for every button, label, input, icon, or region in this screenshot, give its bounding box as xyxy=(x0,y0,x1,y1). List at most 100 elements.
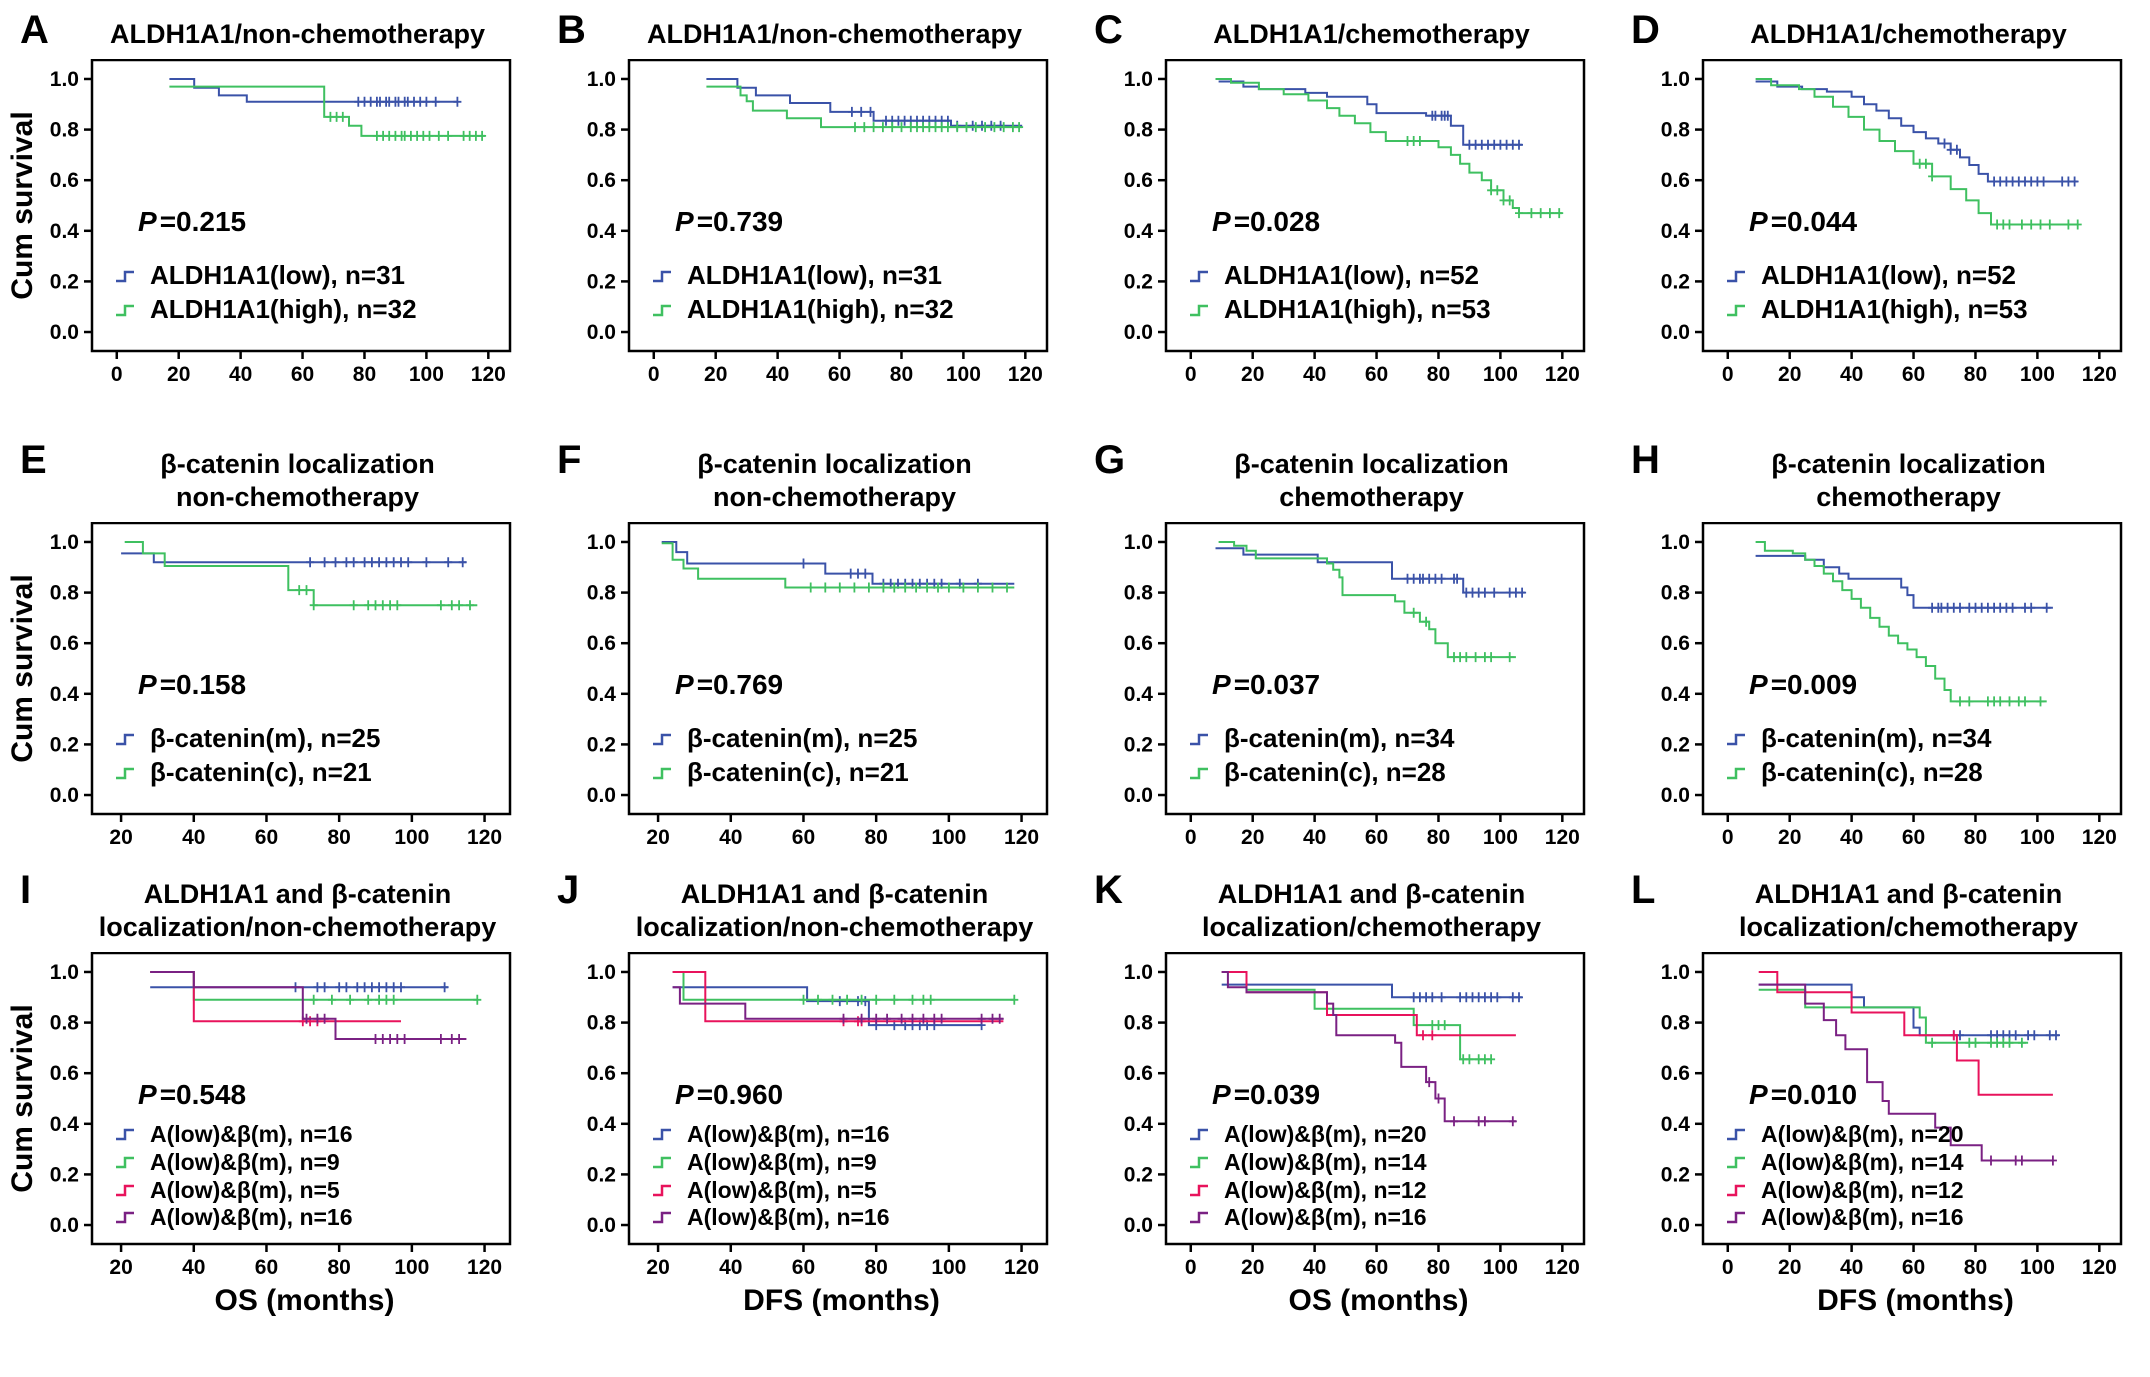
panel-title: ALDH1A1 and β-catenin localization/non-ch… xyxy=(0,878,537,944)
y-tick-label: 1.0 xyxy=(1124,68,1153,91)
censor-mark xyxy=(320,557,329,568)
x-tick-label: 0 xyxy=(111,363,123,386)
y-tick-label: 0.4 xyxy=(1661,220,1691,243)
censor-mark xyxy=(425,130,434,141)
survival-curve-A-high-B-m xyxy=(1758,970,2053,1096)
legend-label: A(low)&β(m), n=5 xyxy=(687,1177,877,1203)
km-plot-D: 1.0 0.8 0.6 0.4 0.2 0.0 0 20 40 60 80 100 120 P =0.044… xyxy=(1661,58,2123,386)
km-plot-C: 1.0 0.8 0.6 0.4 0.2 0.0 0 20 40 60 80 100 120 P =0.028… xyxy=(1124,58,1586,386)
panel-title-line: β-catenin localization xyxy=(160,449,435,479)
censor-mark xyxy=(872,994,881,1005)
y-axis-title: Cum survival xyxy=(6,1004,39,1192)
censor-mark xyxy=(872,1013,881,1024)
censor-mark xyxy=(434,130,443,141)
legend-swatch-purple xyxy=(116,1211,134,1224)
plot-frame xyxy=(90,951,512,1246)
y-tick-label: 0.8 xyxy=(1124,581,1154,604)
y-tick-label: 1.0 xyxy=(1661,531,1690,554)
censor-mark xyxy=(1487,1054,1496,1065)
censor-mark xyxy=(309,600,318,611)
censor-mark xyxy=(1515,992,1523,1003)
censor-mark xyxy=(342,982,351,993)
censor-mark xyxy=(1518,587,1527,598)
legend-swatch-green xyxy=(1190,767,1208,780)
censor-mark xyxy=(431,96,440,107)
x-tick-label: 100 xyxy=(931,826,966,849)
censor-mark xyxy=(2052,1030,2060,1041)
censor-mark xyxy=(1508,1116,1517,1127)
x-tick-label: 60 xyxy=(1902,363,1925,386)
x-tick-label: 40 xyxy=(719,826,742,849)
y-tick-label: 0.0 xyxy=(1124,1214,1153,1237)
panel-title-line: non-chemotherapy xyxy=(175,481,420,512)
censor-mark xyxy=(850,582,859,593)
legend-label: A(low)&β(m), n=20 xyxy=(1761,1121,1964,1147)
plot-frame xyxy=(90,58,512,353)
x-tick-label: 100 xyxy=(2020,363,2055,386)
censor-mark xyxy=(1493,992,1502,1003)
panel-letter: D xyxy=(1631,8,1660,52)
legend-label: A(low)&β(m), n=5 xyxy=(150,1177,340,1203)
panel-title-line: chemotherapy xyxy=(1816,481,2001,512)
censor-mark xyxy=(953,122,962,133)
survival-curve-ALDH1A1-high xyxy=(706,85,1023,129)
x-tick-label: 100 xyxy=(1483,363,1518,386)
plot-frame xyxy=(627,58,1049,353)
censor-mark xyxy=(926,994,935,1005)
censor-mark xyxy=(1437,992,1446,1003)
survival-curve-A-high-B-c xyxy=(150,970,467,1040)
panel-title: ALDH1A1/non-chemotherapy xyxy=(537,18,1074,51)
legend-swatch-purple xyxy=(653,1211,671,1224)
survival-curve-ALDH1A1-high xyxy=(169,85,486,137)
legend-swatch-blue xyxy=(653,1128,671,1141)
x-tick-label: 100 xyxy=(931,1256,966,1279)
censor-mark xyxy=(1440,1019,1449,1030)
legend-swatch-crimson xyxy=(1727,1184,1745,1197)
x-tick-label: 40 xyxy=(1303,1256,1326,1279)
x-tick-label: 120 xyxy=(1545,363,1580,386)
censor-mark xyxy=(2073,219,2082,230)
censor-mark xyxy=(799,994,808,1005)
censor-mark xyxy=(309,994,318,1005)
p-value: P =0.039 xyxy=(1212,1079,1320,1110)
censor-mark xyxy=(1462,651,1471,662)
legend-label: A(low)&β(m), n=12 xyxy=(1761,1177,1964,1203)
legend-label: A(low)&β(m), n=20 xyxy=(1224,1121,1427,1147)
x-tick-label: 80 xyxy=(890,363,913,386)
x-tick-label: 100 xyxy=(946,363,981,386)
x-tick-label: 80 xyxy=(864,826,887,849)
censor-mark xyxy=(1952,144,1961,155)
x-tick-label: 20 xyxy=(167,363,190,386)
legend-label: A(low)&β(m), n=16 xyxy=(687,1121,890,1147)
censor-mark xyxy=(1409,607,1418,618)
censor-mark xyxy=(1527,208,1536,219)
censor-mark xyxy=(386,600,395,611)
censor-mark xyxy=(371,1033,380,1044)
legend-swatch-blue xyxy=(1190,1128,1208,1141)
y-tick-label: 0.8 xyxy=(1661,1011,1691,1034)
y-tick-label: 0.4 xyxy=(50,220,80,243)
censor-mark xyxy=(453,96,462,107)
legend-swatch-crimson xyxy=(653,1184,671,1197)
x-tick-label: 60 xyxy=(792,826,815,849)
censor-mark xyxy=(349,600,358,611)
km-plot-J: 1.0 0.8 0.6 0.4 0.2 0.0 20 40 60 80 100 120 P =0.960 A… xyxy=(587,951,1049,1279)
censor-mark xyxy=(943,122,952,133)
x-tick-label: 40 xyxy=(766,363,789,386)
censor-mark xyxy=(444,557,453,568)
censor-mark xyxy=(2027,219,2036,230)
panel-title-line: ALDH1A1 and β-catenin xyxy=(143,879,452,909)
y-tick-label: 0.8 xyxy=(1124,119,1154,142)
censor-mark xyxy=(2005,1037,2014,1048)
censor-mark xyxy=(436,600,445,611)
censor-mark xyxy=(1437,573,1446,584)
y-tick-label: 0.6 xyxy=(1661,632,1690,655)
censor-mark xyxy=(934,582,942,593)
panel-J: J ALDH1A1 and β-catenin localization/non-c… xyxy=(537,860,1074,1377)
x-tick-label: 100 xyxy=(394,826,429,849)
km-plot-B: 1.0 0.8 0.6 0.4 0.2 0.0 0 20 40 60 80 100 120 P =0.739… xyxy=(587,58,1049,386)
survival-curve-beta-catenin-m xyxy=(661,540,1015,585)
survival-curve-beta-catenin-c xyxy=(1755,540,2047,703)
